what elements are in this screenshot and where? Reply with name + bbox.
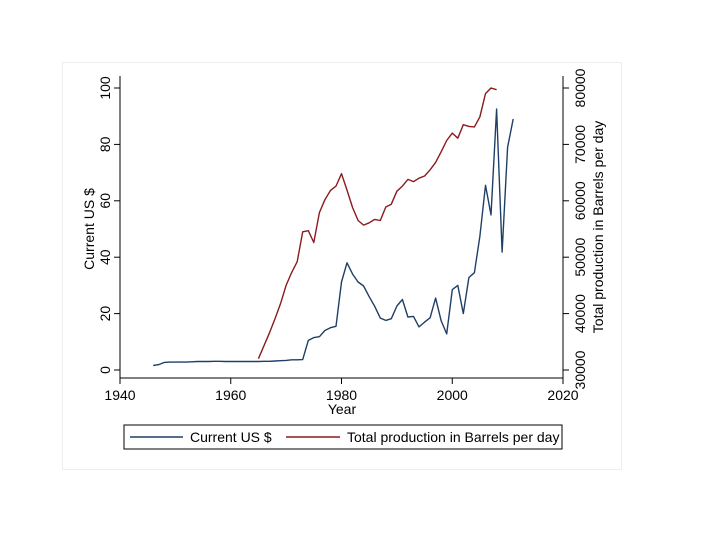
left-axis-title: Current US $ xyxy=(81,188,97,270)
x-tick-label: 2000 xyxy=(437,387,468,403)
right-tick-label: 70000 xyxy=(572,125,588,164)
x-tick-label: 2020 xyxy=(547,387,578,403)
x-axis-title: Year xyxy=(328,401,357,417)
x-tick-label: 1960 xyxy=(215,387,246,403)
right-tick-label: 50000 xyxy=(572,238,588,277)
x-tick-label: 1940 xyxy=(104,387,135,403)
right-tick-label: 60000 xyxy=(572,181,588,220)
legend: Current US $ Total production in Barrels… xyxy=(123,424,563,450)
right-tick-label: 40000 xyxy=(572,294,588,333)
left-y-ticks: 0 20 40 60 80 100 xyxy=(97,76,120,374)
series-line-total-production xyxy=(257,87,497,359)
legend-box xyxy=(123,424,563,450)
left-tick-label: 0 xyxy=(97,366,113,374)
left-tick-label: 20 xyxy=(97,306,113,322)
right-tick-label: 80000 xyxy=(572,68,588,107)
x-ticks: 1940 1960 1980 2000 2020 xyxy=(104,378,579,403)
legend-label-price: Current US $ xyxy=(190,429,272,445)
x-tick-label: 1980 xyxy=(326,387,357,403)
left-tick-label: 80 xyxy=(97,136,113,152)
chart-frame xyxy=(62,62,622,470)
right-axis-title: Total production in Barrels per day xyxy=(590,121,606,333)
left-tick-label: 40 xyxy=(97,249,113,265)
legend-label-production: Total production in Barrels per day xyxy=(347,429,559,445)
series-line-current-us-dollar xyxy=(153,108,514,367)
right-tick-label: 30000 xyxy=(572,350,588,389)
left-tick-label: 100 xyxy=(97,76,113,100)
left-tick-label: 60 xyxy=(97,193,113,209)
right-y-ticks: 30000 40000 50000 60000 70000 80000 xyxy=(563,68,588,389)
series-layer xyxy=(153,87,514,367)
